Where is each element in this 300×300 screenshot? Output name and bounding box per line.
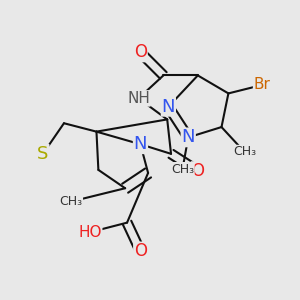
Text: O: O — [191, 162, 204, 180]
Text: S: S — [37, 145, 49, 163]
Text: CH₃: CH₃ — [171, 163, 194, 176]
Text: O: O — [134, 44, 147, 62]
Text: NH: NH — [127, 91, 150, 106]
Text: N: N — [162, 98, 175, 116]
Text: CH₃: CH₃ — [59, 195, 83, 208]
Text: Br: Br — [254, 77, 271, 92]
Text: N: N — [134, 135, 147, 153]
Text: O: O — [134, 242, 147, 260]
Text: N: N — [182, 128, 195, 146]
Text: HO: HO — [78, 225, 102, 240]
Text: CH₃: CH₃ — [233, 146, 256, 158]
